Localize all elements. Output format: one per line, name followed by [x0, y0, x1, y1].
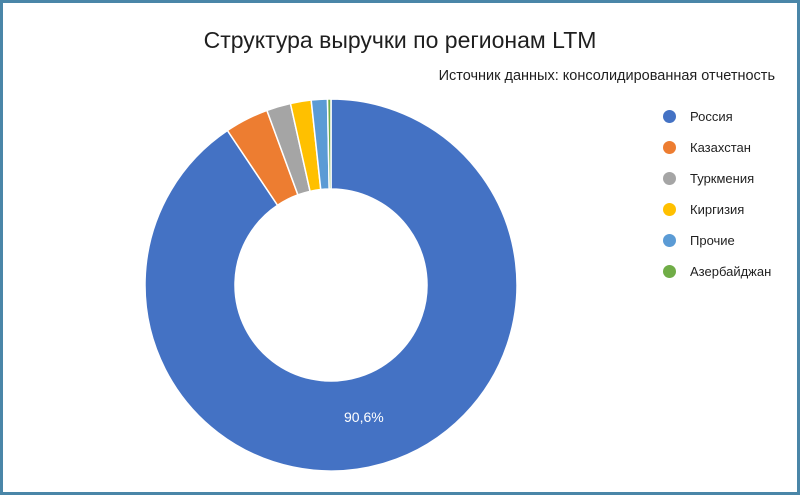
legend-item-4: Киргизия: [663, 194, 771, 225]
legend-label: Туркмения: [690, 171, 755, 186]
legend-label: Россия: [690, 109, 733, 124]
slice-6: [326, 98, 332, 190]
slice-1: [144, 98, 518, 472]
legend-swatch: [663, 234, 676, 247]
chart-title: Структура выручки по регионам LTM: [203, 27, 597, 53]
legend-label: Прочие: [690, 233, 735, 248]
legend-item-2: Казахстан: [663, 132, 771, 163]
legend-item-5: Прочие: [663, 225, 771, 256]
legend-label: Азербайджан: [690, 264, 772, 279]
legend-item-1: Россия: [663, 101, 771, 132]
legend-swatch: [663, 203, 676, 216]
legend-item-3: Туркмения: [663, 163, 771, 194]
legend-swatch: [663, 141, 676, 154]
legend-swatch: [663, 172, 676, 185]
legend-label: Киргизия: [690, 202, 745, 217]
chart-legend: Россия Казахстан Туркмения Киргизия Прочие Аз…: [663, 101, 771, 287]
data-label-1: 90,6%: [344, 409, 384, 425]
legend-item-6: Азербайджан: [663, 256, 771, 287]
legend-swatch: [663, 110, 676, 123]
chart-subtitle: Источник данных: консолидированная отчет…: [438, 68, 775, 84]
legend-label: Казахстан: [690, 140, 751, 155]
legend-swatch: [663, 265, 676, 278]
donut-chart: 90,6%: [144, 98, 518, 472]
